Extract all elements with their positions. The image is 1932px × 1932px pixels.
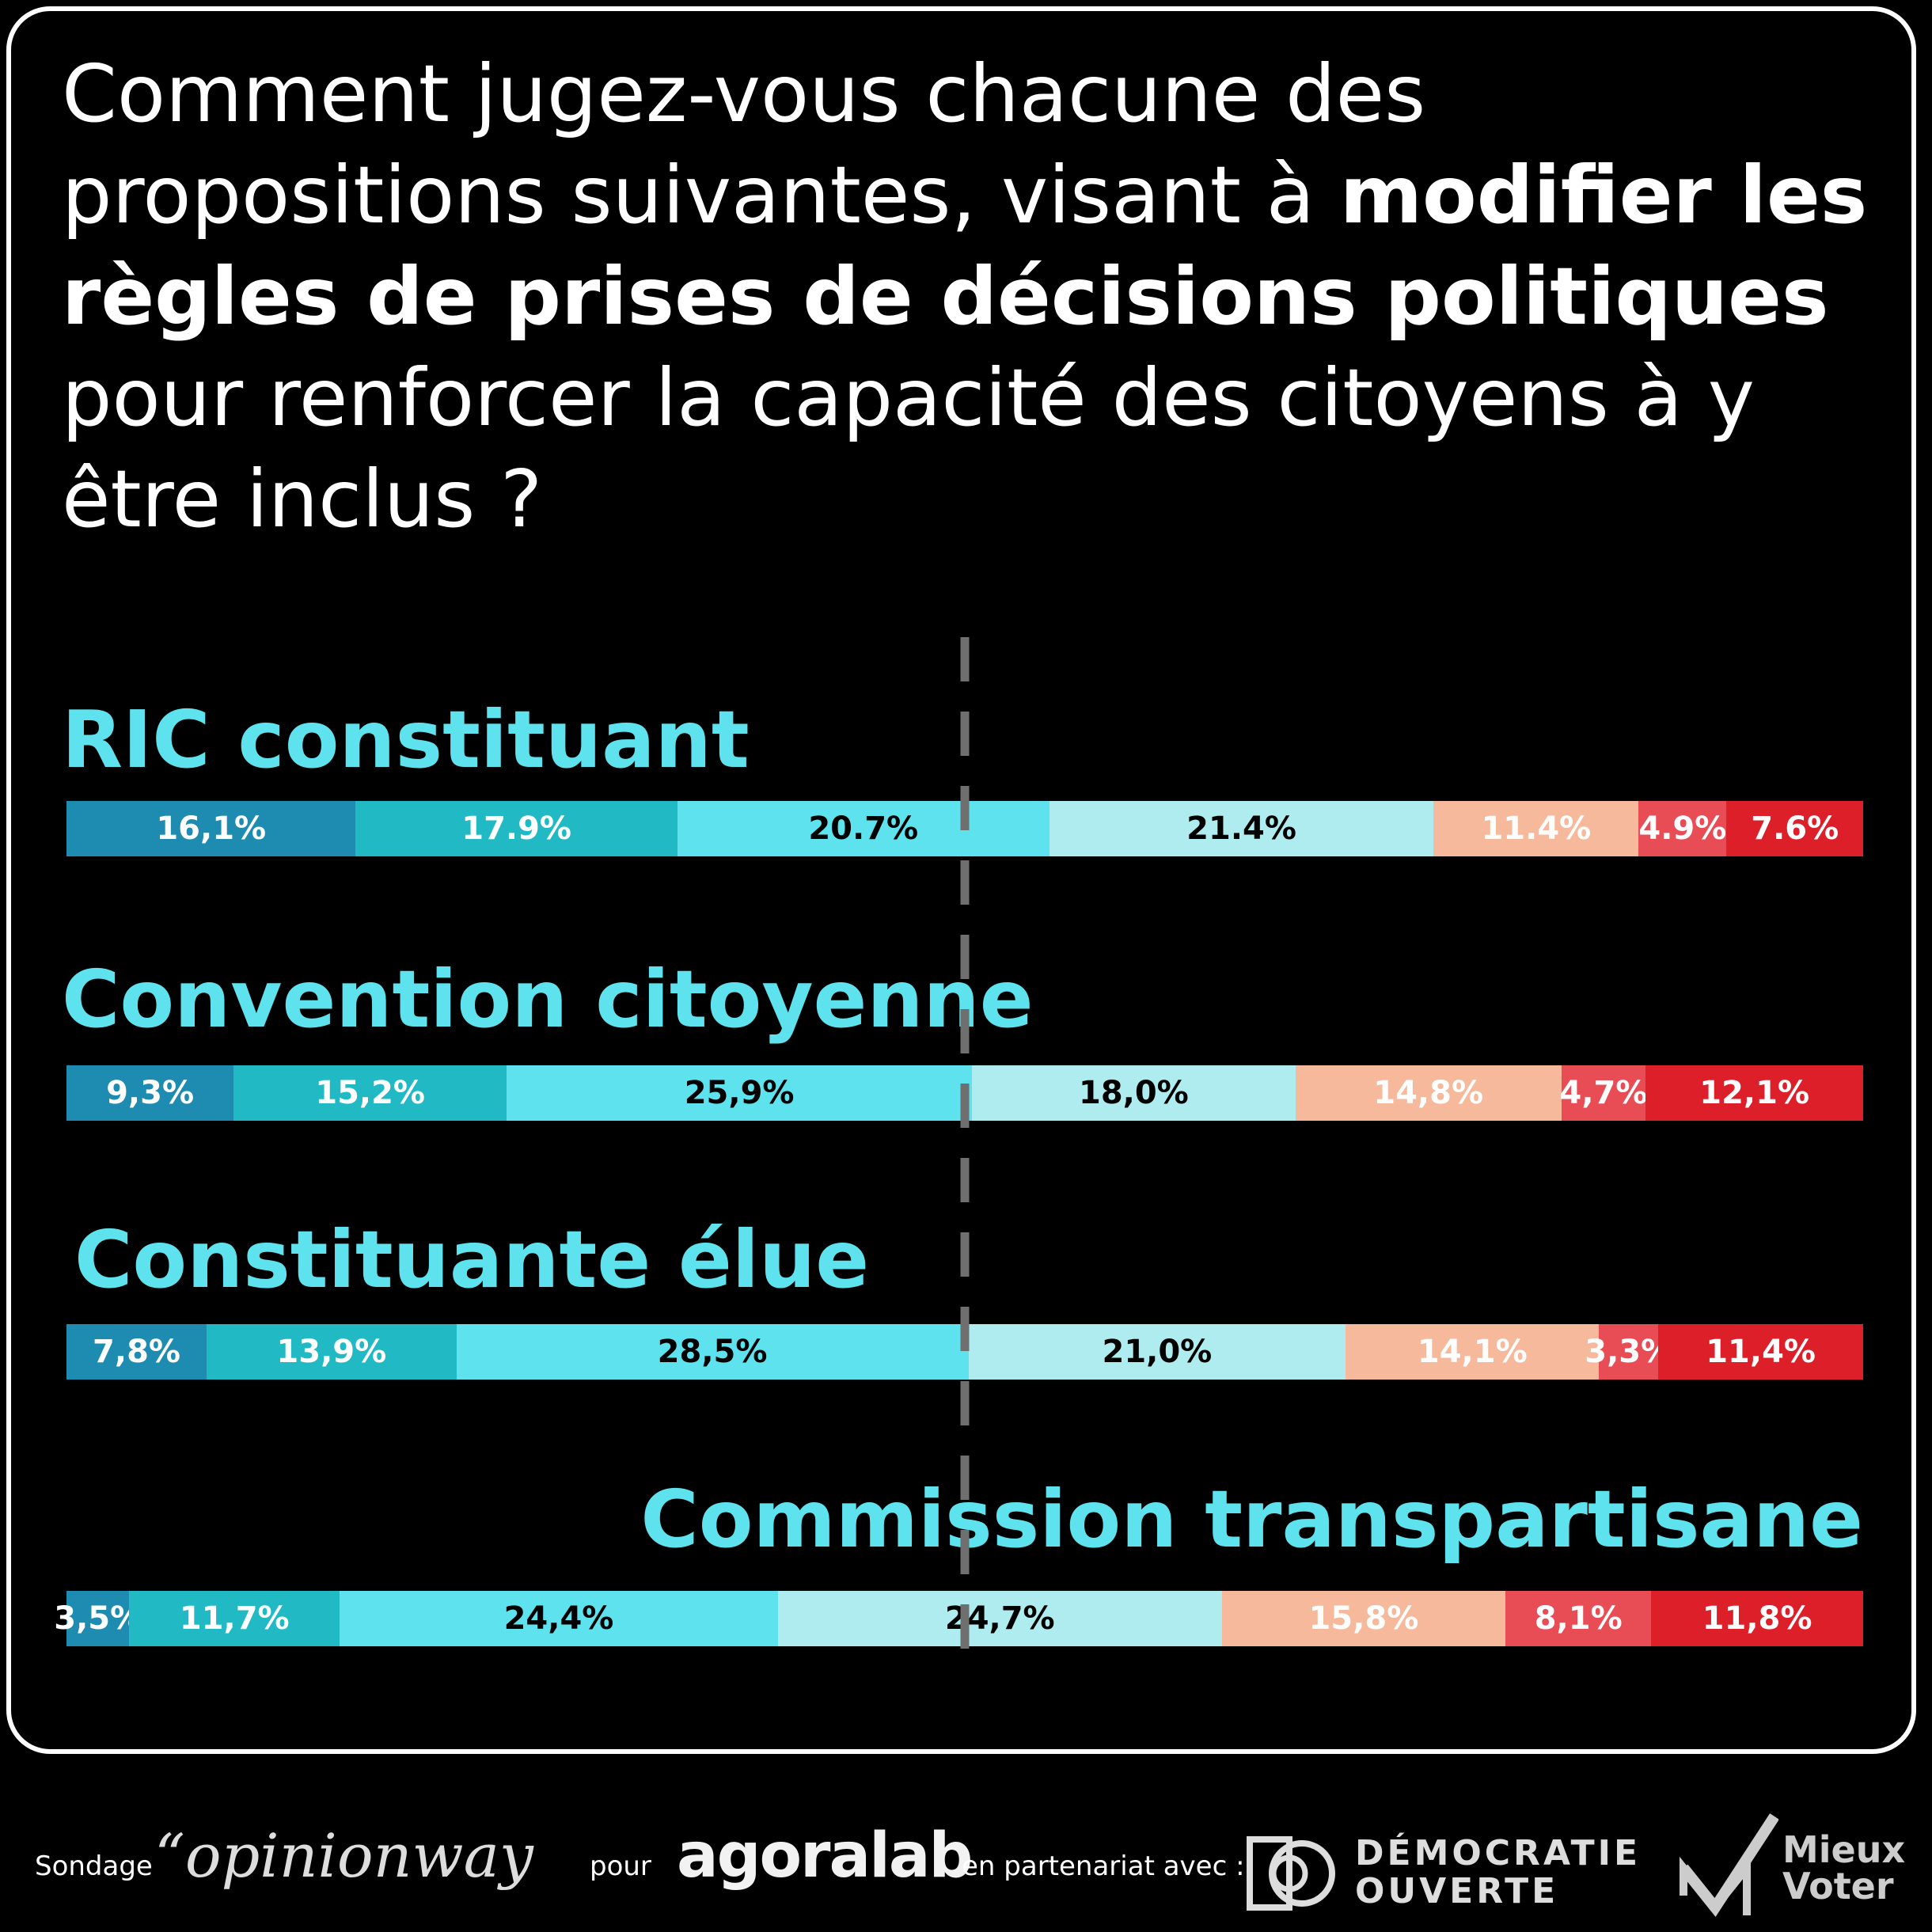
bar-segment: 13,9%	[207, 1324, 457, 1380]
stacked-bar: 16,1% 17.9% 20.7% 21.4% 11.4% 4.9% 7.6%	[66, 801, 1863, 856]
democratie-ouverte-icon	[1247, 1836, 1335, 1911]
bar-segment: 7,8%	[66, 1324, 207, 1380]
bar-segment: 8,1%	[1505, 1591, 1652, 1646]
mieux-voter-logo: Mieux Voter	[1782, 1828, 1906, 1907]
opinionway-logo: “opinionway	[154, 1820, 533, 1891]
bar-segment: 4,7%	[1560, 1065, 1647, 1121]
bar-segment: 24,4%	[340, 1591, 778, 1646]
chart-frame	[6, 6, 1916, 1754]
bar-segment: 7.6%	[1726, 801, 1863, 856]
stacked-bar: 7,8% 13,9% 28,5% 21,0% 14,1% 3,3% 11,4%	[66, 1324, 1863, 1380]
mieux-voter-icon	[1680, 1813, 1778, 1917]
bar-segment: 17.9%	[355, 801, 678, 856]
bar-segment: 14,8%	[1295, 1065, 1562, 1121]
category-label: RIC constituant	[62, 693, 750, 786]
bar-segment: 20.7%	[677, 801, 1050, 856]
bar-segment: 24,7%	[777, 1591, 1222, 1646]
bar-segment: 3,5%	[54, 1591, 142, 1646]
footer-sondage: Sondage	[35, 1850, 153, 1882]
bar-segment: 11,4%	[1658, 1324, 1863, 1380]
bar-segment: 4.9%	[1638, 801, 1727, 856]
bar-segment: 14,1%	[1346, 1324, 1600, 1380]
bar-segment: 12,1%	[1645, 1065, 1863, 1121]
bar-segment: 28,5%	[456, 1324, 969, 1380]
democratie-ouverte-logo: DÉMOCRATIE OUVERTE	[1355, 1833, 1642, 1911]
agoralab-logo: agoralab	[677, 1820, 973, 1892]
bar-segment: 21,0%	[968, 1324, 1346, 1380]
stacked-bar: 3,5% 11,7% 24,4% 24,7% 15,8% 8,1% 11,8%	[54, 1591, 1863, 1646]
footer-pour: pour	[590, 1850, 651, 1882]
question-title: Comment jugez-vous chacune des propositi…	[62, 47, 1868, 545]
bar-segment: 15,2%	[233, 1065, 507, 1121]
category-label: Constituante élue	[74, 1213, 870, 1306]
bar-segment: 21.4%	[1049, 801, 1434, 856]
footer-partenariat: en partenariat avec :	[962, 1850, 1245, 1882]
bar-segment: 18,0%	[972, 1065, 1296, 1121]
bar-segment: 3,3%	[1585, 1324, 1672, 1380]
category-label: Convention citoyenne	[62, 953, 1034, 1046]
bar-segment: 16,1%	[66, 801, 356, 856]
bar-segment: 15,8%	[1221, 1591, 1506, 1646]
bar-segment: 9,3%	[66, 1065, 234, 1121]
stacked-bar: 9,3% 15,2% 25,9% 18,0% 14,8% 4,7% 12,1%	[66, 1065, 1863, 1121]
footer: Sondage “opinionway pour agoralab en par…	[0, 1805, 1932, 1923]
bar-segment: 11.4%	[1433, 801, 1639, 856]
bar-segment: 11,7%	[129, 1591, 340, 1646]
category-label: Commission transpartisane	[640, 1473, 1863, 1566]
bar-segment: 25,9%	[507, 1065, 973, 1121]
bar-segment: 11,8%	[1651, 1591, 1863, 1646]
